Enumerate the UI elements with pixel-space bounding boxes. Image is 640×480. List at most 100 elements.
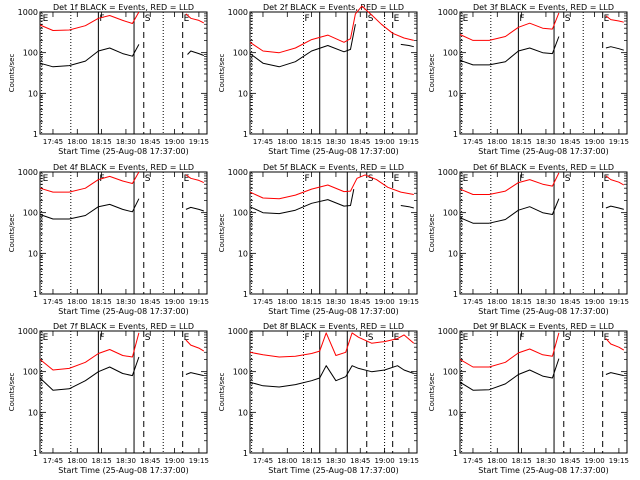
y-tick-label: 10 xyxy=(238,89,248,98)
marker-label: E xyxy=(604,174,610,184)
y-tick-label: 1000 xyxy=(228,168,248,177)
series-events-line xyxy=(39,44,204,68)
x-tick-label: 19:00 xyxy=(164,457,184,465)
marker-label: S xyxy=(368,174,374,184)
marker-label: S xyxy=(145,333,151,343)
x-axis-label: Start Time (25-Aug-08 17:37:00) xyxy=(58,147,189,156)
plot-frame xyxy=(249,11,418,135)
series-events-line xyxy=(249,189,414,215)
y-tick-label: 10 xyxy=(28,89,38,98)
y-tick-label: 100 xyxy=(23,49,38,58)
x-tick-label: 17:45 xyxy=(43,457,63,465)
x-tick-label: 18:00 xyxy=(67,298,87,306)
x-tick-label: 17:45 xyxy=(43,298,63,306)
y-axis-label: Counts/sec xyxy=(218,214,226,253)
y-tick-label: 1000 xyxy=(18,168,38,177)
x-tick-label: 17:45 xyxy=(463,298,483,306)
x-tick-label: 18:30 xyxy=(536,298,556,306)
x-tick-label: 18:00 xyxy=(277,298,297,306)
plot-frame xyxy=(459,171,628,295)
marker-label: E xyxy=(43,333,49,343)
x-tick-label: 18:45 xyxy=(140,298,160,306)
series-events-line xyxy=(459,358,624,391)
marker-label: E xyxy=(463,333,469,343)
x-tick-label: 19:00 xyxy=(584,457,604,465)
y-tick-label: 1000 xyxy=(228,327,248,336)
x-tick-label: 18:00 xyxy=(277,457,297,465)
panel-det-4: Det 4f BLACK = Events, RED = LLD 1 10 100 10… xyxy=(8,163,209,316)
marker-label: S xyxy=(145,14,151,24)
series-lld-line xyxy=(249,332,415,358)
x-tick-label: 18:45 xyxy=(560,138,580,146)
x-tick-label: 18:30 xyxy=(116,138,136,146)
x-tick-label: 18:00 xyxy=(277,138,297,146)
y-tick-label: 10 xyxy=(28,249,38,258)
x-tick-label: 18:00 xyxy=(487,298,507,306)
x-tick-label: 19:00 xyxy=(374,457,394,465)
x-tick-label: 18:15 xyxy=(512,457,532,465)
x-tick-label: 17:45 xyxy=(253,298,273,306)
y-tick-label: 1 xyxy=(33,449,38,458)
panel-title: Det 1f BLACK = Events, RED = LLD xyxy=(53,3,194,12)
y-tick-label: 100 xyxy=(443,209,458,218)
x-axis-label: Start Time (25-Aug-08 17:37:00) xyxy=(268,147,399,156)
y-tick-label: 100 xyxy=(23,209,38,218)
y-tick-label: 100 xyxy=(443,49,458,58)
panel-title: Det 4f BLACK = Events, RED = LLD xyxy=(53,163,194,172)
y-axis-label: Counts/sec xyxy=(428,214,436,253)
x-tick-label: 19:00 xyxy=(584,298,604,306)
y-tick-label: 100 xyxy=(233,49,248,58)
plot-frame xyxy=(39,330,208,454)
x-tick-label: 18:45 xyxy=(350,138,370,146)
marker-label: E xyxy=(394,14,400,24)
marker-label: S xyxy=(565,174,571,184)
marker-label: E xyxy=(43,14,49,24)
marker-label: S xyxy=(565,333,571,343)
x-tick-label: 18:15 xyxy=(302,298,322,306)
series-events-line xyxy=(39,198,204,220)
x-tick-label: 18:15 xyxy=(512,298,532,306)
marker-label: E xyxy=(463,174,469,184)
marker-label: F xyxy=(519,174,524,184)
x-tick-label: 18:45 xyxy=(350,298,370,306)
panel-title: Det 3f BLACK = Events, RED = LLD xyxy=(473,3,614,12)
y-tick-label: 1 xyxy=(33,290,38,299)
series-lld-line xyxy=(459,332,625,368)
y-tick-label: 10 xyxy=(448,249,458,258)
series-lld-line xyxy=(459,12,624,41)
y-tick-label: 1 xyxy=(243,449,248,458)
x-tick-label: 19:15 xyxy=(399,457,419,465)
panel-det-9: Det 9f BLACK = Events, RED = LLD 1 10 100 10… xyxy=(428,322,629,475)
y-axis-label: Counts/sec xyxy=(8,54,16,93)
x-tick-label: 19:15 xyxy=(609,457,629,465)
y-tick-label: 1 xyxy=(453,290,458,299)
panel-det-1: Det 1f BLACK = Events, RED = LLD 1 10 100 10… xyxy=(8,3,209,156)
x-axis-label: Start Time (25-Aug-08 17:37:00) xyxy=(478,466,609,475)
x-tick-label: 18:45 xyxy=(350,457,370,465)
marker-label: F xyxy=(305,14,310,24)
marker-label: F xyxy=(99,333,104,343)
x-tick-label: 19:15 xyxy=(189,457,209,465)
x-tick-label: 17:45 xyxy=(43,138,63,146)
y-axis-label: Counts/sec xyxy=(428,54,436,93)
marker-label: E xyxy=(43,174,49,184)
marker-label: E xyxy=(184,333,190,343)
marker-label: S xyxy=(368,333,374,343)
x-axis-label: Start Time (25-Aug-08 17:37:00) xyxy=(268,307,399,316)
x-tick-label: 18:45 xyxy=(140,138,160,146)
x-tick-label: 17:45 xyxy=(463,138,483,146)
x-tick-label: 19:00 xyxy=(584,138,604,146)
marker-label: E xyxy=(463,14,469,24)
marker-label: S xyxy=(145,174,151,184)
x-axis-label: Start Time (25-Aug-08 17:37:00) xyxy=(478,147,609,156)
series-lld-line xyxy=(39,171,205,193)
marker-label: F xyxy=(519,333,524,343)
y-tick-label: 1 xyxy=(33,130,38,139)
x-tick-label: 17:45 xyxy=(253,138,273,146)
marker-label: F xyxy=(305,333,310,343)
x-tick-label: 18:00 xyxy=(487,138,507,146)
y-tick-label: 10 xyxy=(448,89,458,98)
x-tick-label: 18:15 xyxy=(512,138,532,146)
x-tick-label: 18:15 xyxy=(302,457,322,465)
